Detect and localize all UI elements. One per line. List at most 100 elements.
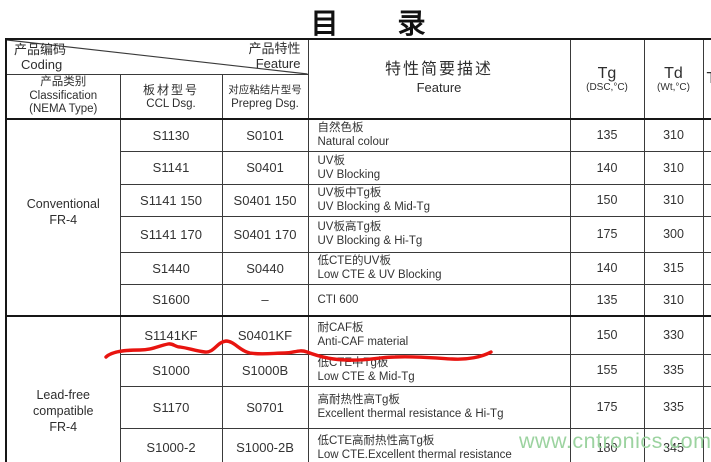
header-prepreg-zh: 对应粘结片型号 — [228, 83, 302, 96]
feature-zh: CTI 600 — [317, 293, 359, 306]
feature-zh: UV板 — [317, 154, 345, 167]
contents-table: 产品编码 Coding 产品特性 Feature 特性简要描述 Feature — [5, 38, 711, 462]
prepreg-cell: S1000-2B — [221, 427, 309, 462]
prepreg-cell: S0401 170 — [221, 215, 309, 253]
header-prepreg-en: Prepreg Dsg. — [231, 97, 299, 110]
header-td-unit: (Wt,°C) — [657, 82, 690, 93]
feature-en: UV Blocking & Hi-Tg — [317, 235, 423, 247]
td-cell: 335 — [643, 385, 704, 429]
feature-cell: UV板中Tg板 UV Blocking & Mid-Tg — [307, 183, 571, 217]
header-feature-corner-zh: 产品特性 — [248, 41, 301, 56]
diagonal-line — [7, 40, 308, 74]
header-ccl-zh: 板材型号 — [142, 82, 199, 97]
ccl-cell: S1000 — [119, 353, 223, 387]
feature-zh: 低CTE中Tg板 — [317, 357, 389, 369]
feature-cell: 高耐热性高Tg板 Excellent thermal resistance & H… — [307, 385, 571, 429]
feature-en: Excellent thermal resistance & Hi-Tg — [317, 408, 504, 420]
next-col-cell — [702, 150, 711, 185]
prepreg-cell: – — [221, 283, 309, 317]
feature-cell: 低CTE中Tg板 Low CTE & Mid-Tg — [307, 353, 571, 387]
header-next-column-partial: T — [702, 38, 711, 120]
feature-cell: 低CTE的UV板 Low CTE & UV Blocking — [307, 251, 571, 285]
next-col-cell — [702, 315, 711, 355]
header-feature-desc-en: Feature — [416, 80, 462, 95]
header-tg: Tg (DSC,°C) — [569, 38, 645, 120]
header-coding-en: Coding — [21, 57, 63, 72]
feature-cell: 耐CAF板 Anti-CAF material — [307, 315, 571, 355]
tg-cell: 135 — [569, 283, 645, 317]
feature-cell: 自然色板 Natural colour — [307, 118, 571, 152]
feature-zh: UV板中Tg板 — [317, 187, 382, 199]
classification-cell: Conventional FR-4 — [5, 118, 121, 317]
prepreg-cell: S1000B — [221, 353, 309, 387]
td-cell: 310 — [643, 118, 704, 152]
header-next-column-label: T — [704, 70, 711, 88]
feature-cell: 低CTE高耐热性高Tg板 Low CTE.Excellent thermal re… — [307, 427, 571, 462]
header-td-label: Td — [664, 65, 683, 82]
feature-zh: 耐CAF板 — [317, 322, 364, 335]
td-cell: 310 — [643, 283, 704, 317]
td-cell: 310 — [643, 183, 704, 217]
feature-en: Low CTE & Mid-Tg — [317, 371, 415, 383]
ccl-cell: S1440 — [119, 251, 223, 285]
table-row: S1141 150 S0401 150 UV板中Tg板 UV Blocking & M… — [6, 183, 711, 217]
td-cell: 345 — [643, 427, 704, 462]
ccl-cell: S1130 — [119, 118, 223, 152]
table-row: S1170 S0701 高耐热性高Tg板 Excellent thermal resi… — [6, 385, 711, 429]
page-title: 目 录 — [310, 8, 427, 39]
td-cell: 315 — [643, 251, 704, 285]
td-cell: 335 — [643, 353, 704, 387]
prepreg-cell: S0401 150 — [221, 183, 309, 217]
next-col-cell — [702, 118, 711, 152]
header-coding: 产品编码 Coding — [14, 42, 66, 72]
header-classification: 产品类别 Classification (NEMA Type) — [5, 74, 121, 120]
prepreg-cell: S0440 — [221, 251, 309, 285]
table-row: S1000-2 S1000-2B 低CTE高耐热性高Tg板 Low CTE.Excel… — [6, 427, 711, 462]
header-prepreg: 对应粘结片型号 Prepreg Dsg. — [221, 74, 309, 120]
ccl-cell: S1170 — [119, 385, 223, 429]
watermark: www.cntronics.com — [519, 429, 711, 453]
ccl-cell: S1600 — [119, 283, 223, 317]
header-td: Td (Wt,°C) — [643, 38, 704, 120]
ccl-cell: S1141 170 — [119, 215, 223, 253]
feature-zh: 高耐热性高Tg板 — [317, 394, 400, 406]
next-col-cell — [702, 353, 711, 387]
header-feature-desc: 特性简要描述 Feature — [307, 38, 571, 120]
td-cell: 330 — [643, 315, 704, 355]
tg-cell: 175 — [569, 215, 645, 253]
table-row: Lead-free compatible FR-4 S1141KF S0401KF 耐… — [5, 315, 711, 462]
header-ccl-en: CCL Dsg. — [146, 97, 196, 110]
feature-cell: UV板高Tg板 UV Blocking & Hi-Tg — [307, 215, 571, 253]
tg-cell: 150 — [569, 183, 645, 217]
feature-zh: 低CTE高耐热性高Tg板 — [317, 434, 435, 447]
tg-cell: 175 — [569, 385, 645, 429]
table-row: S1141 S0401 UV板 UV Blocking 140 310 — [6, 150, 711, 185]
header-tg-unit: (DSC,°C) — [586, 82, 628, 93]
header-tg-label: Tg — [597, 65, 617, 82]
header-row-top: 产品编码 Coding 产品特性 Feature 特性简要描述 Feature — [5, 38, 711, 120]
feature-cell: CTI 600 — [307, 283, 571, 317]
td-cell: 300 — [643, 215, 704, 253]
ccl-cell: S1141 150 — [119, 183, 223, 217]
header-classification-en: Classification — [29, 89, 98, 102]
feature-en: Anti-CAF material — [317, 336, 409, 349]
header-coding-zh: 产品编码 — [14, 42, 67, 57]
tg-cell: 140 — [569, 251, 645, 285]
feature-cell: UV板 UV Blocking — [307, 150, 571, 185]
feature-en: Natural colour — [317, 136, 390, 149]
header-row-sub: 产品类别 Classification (NEMA Type) 板材型号 CCL… — [5, 74, 711, 120]
prepreg-cell: S0401KF — [221, 315, 309, 355]
td-cell: 310 — [643, 150, 704, 185]
header-feature-corner: 产品特性 Feature — [248, 41, 300, 71]
tg-cell: 135 — [569, 118, 645, 152]
feature-zh: 自然色板 — [317, 122, 364, 135]
tg-cell: 140 — [569, 150, 645, 185]
table-row: Conventional FR-4 S1130 S0101 自然色板 Natural c… — [5, 118, 711, 317]
classification-cell: Lead-free compatible FR-4 — [5, 315, 121, 462]
header-ccl: 板材型号 CCL Dsg. — [119, 74, 223, 120]
next-col-cell — [702, 283, 711, 317]
feature-zh: UV板高Tg板 — [317, 221, 382, 233]
next-col-cell — [702, 215, 711, 253]
prepreg-cell: S0401 — [221, 150, 309, 185]
